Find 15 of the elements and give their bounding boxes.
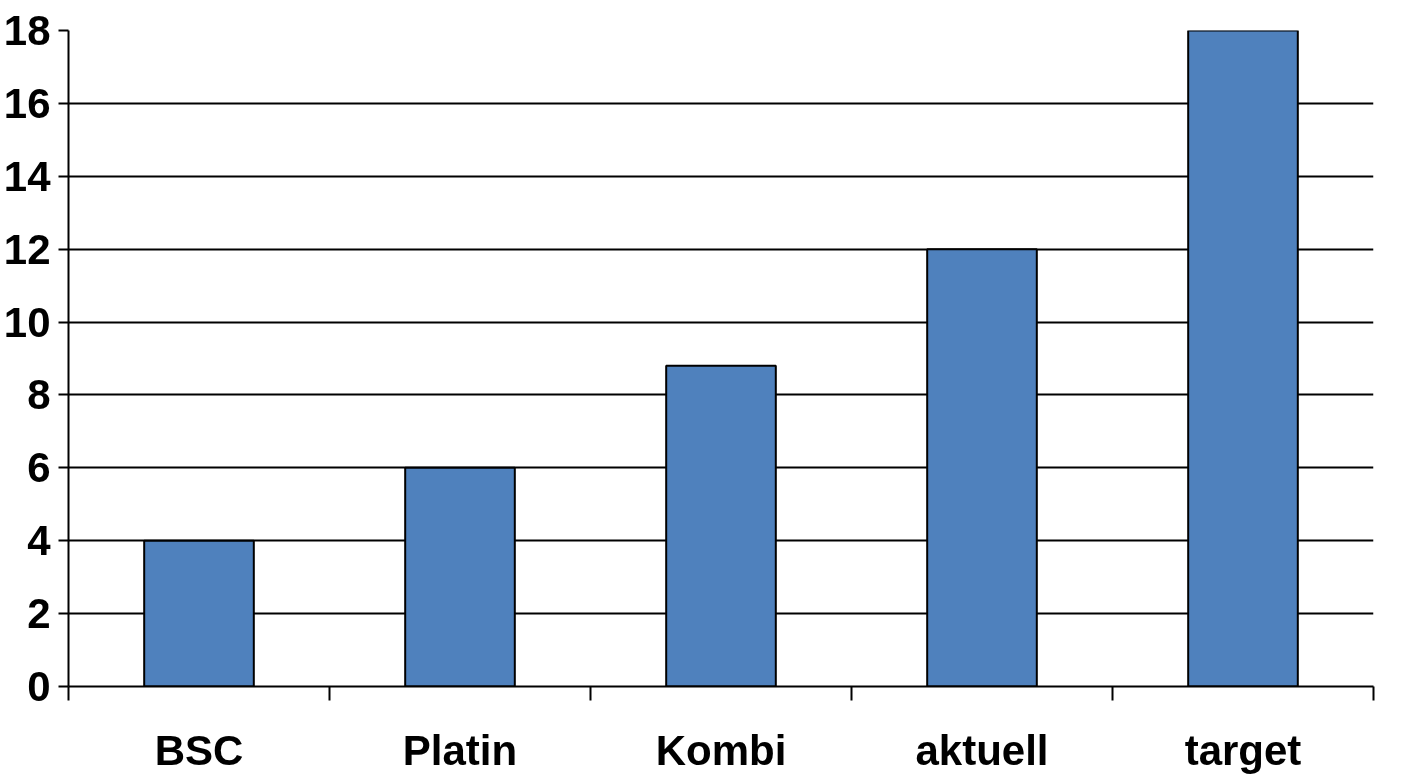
x-tick-label: BSC bbox=[154, 726, 244, 774]
y-tick-label: 6 bbox=[27, 444, 51, 492]
y-tick-label: 8 bbox=[27, 371, 51, 419]
y-tick-label: 14 bbox=[3, 152, 52, 200]
y-tick-label: 12 bbox=[3, 225, 51, 273]
x-tick-label: target bbox=[1184, 726, 1302, 774]
y-tick-label: 0 bbox=[27, 663, 51, 710]
y-tick-label: 16 bbox=[3, 79, 51, 127]
y-tick-label: 18 bbox=[3, 7, 51, 54]
x-tick-label: Kombi bbox=[655, 726, 787, 774]
y-tick-label: 4 bbox=[27, 517, 52, 565]
x-tick-label: aktuell bbox=[915, 726, 1049, 774]
y-tick-label: 10 bbox=[3, 298, 51, 346]
x-tick-label: Platin bbox=[402, 726, 518, 774]
y-tick-label: 2 bbox=[27, 590, 51, 638]
